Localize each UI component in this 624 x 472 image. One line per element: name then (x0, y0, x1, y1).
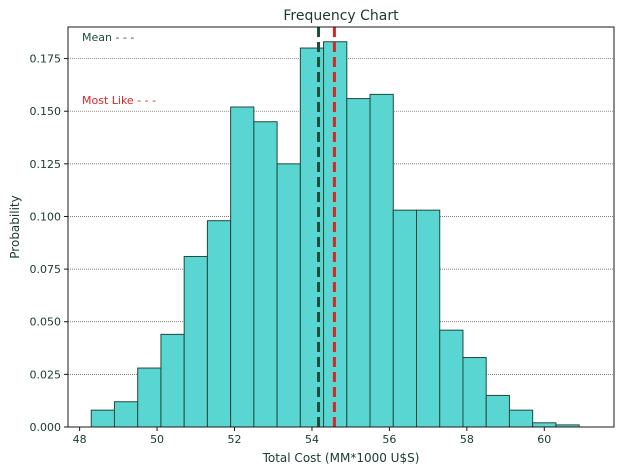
histogram-bar (137, 367, 162, 428)
histogram-bar (299, 47, 325, 428)
histogram-bar (485, 394, 510, 428)
histogram-bar (323, 41, 348, 428)
x-tick-label: 50 (150, 433, 164, 446)
histogram-bar (206, 220, 232, 428)
reference-lines (317, 27, 336, 427)
most-likely-annotation: Most Like - - - (82, 94, 156, 107)
histogram-bar (230, 106, 255, 428)
y-tick-label: 0.175 (30, 53, 62, 66)
histogram-bar (369, 93, 394, 428)
histogram-bar (508, 409, 534, 428)
y-tick-label: 0.125 (30, 158, 62, 171)
histogram-bar (346, 98, 371, 428)
y-axis-label: Probability (8, 195, 22, 258)
x-tick-label: 52 (228, 433, 242, 446)
y-tick-label: 0.100 (30, 210, 62, 223)
x-tick-label: 60 (537, 433, 551, 446)
x-axis-label: Total Cost (MM*1000 U$S) (262, 451, 420, 465)
histogram-bars (90, 41, 580, 428)
histogram-bar (90, 409, 115, 428)
y-tick-label: 0.025 (30, 368, 62, 381)
x-tick-label: 48 (73, 433, 87, 446)
y-axis-ticks: 0.000 0.025 0.050 0.075 0.100 0.125 0.150 0.175 (30, 53, 68, 434)
histogram-bar (416, 209, 441, 428)
x-tick-label: 56 (382, 433, 396, 446)
histogram-bar (532, 422, 557, 428)
x-axis-ticks: 48 50 52 54 56 58 60 (73, 427, 551, 446)
annotations: Mean - - - Most Like - - - (82, 31, 156, 107)
y-tick-label: 0.075 (30, 263, 62, 276)
y-tick-label: 0.150 (30, 105, 62, 118)
histogram-bar (276, 163, 301, 428)
mean-annotation: Mean - - - (82, 31, 134, 44)
histogram-bar (160, 333, 185, 428)
histogram-bar (183, 255, 208, 428)
histogram-bar (392, 209, 418, 428)
histogram-bar (253, 121, 278, 428)
histogram-bar (439, 329, 464, 428)
y-tick-label: 0.000 (30, 421, 62, 434)
plot-frame (67, 26, 615, 428)
histogram-bar (113, 401, 139, 428)
histogram-bar (462, 357, 487, 428)
x-tick-label: 58 (460, 433, 474, 446)
y-tick-label: 0.050 (30, 316, 62, 329)
chart-title: Frequency Chart (283, 8, 399, 24)
x-tick-label: 54 (305, 433, 319, 446)
